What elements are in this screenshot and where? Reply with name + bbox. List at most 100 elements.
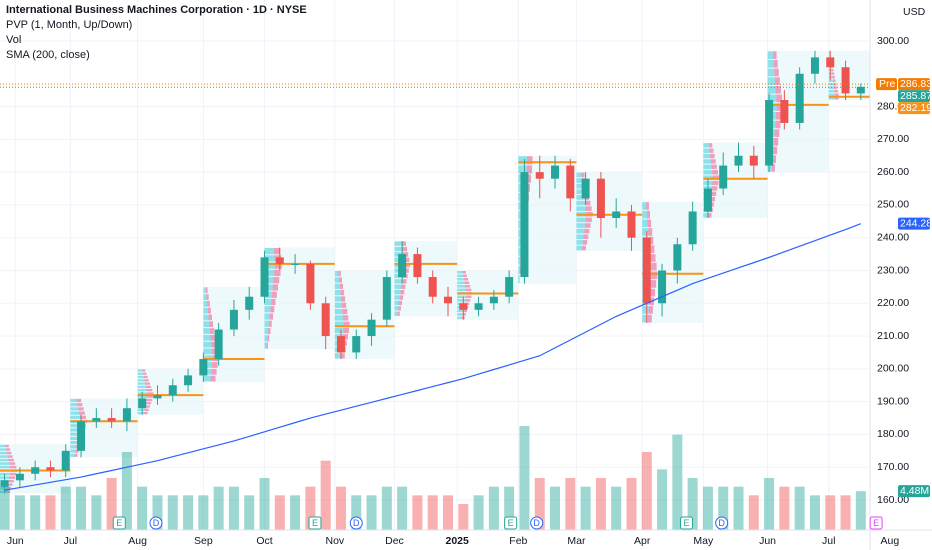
profile-row (143, 375, 148, 379)
profile-row (340, 353, 345, 359)
candle-body (77, 421, 86, 451)
profile-row (264, 298, 272, 306)
y-tick-label: 210.00 (877, 330, 909, 342)
profile-row (70, 432, 79, 436)
volume-bar (320, 460, 331, 530)
x-tick-label: 2025 (445, 535, 469, 547)
volume-bar (550, 486, 561, 530)
volume-bar (764, 478, 775, 530)
profile-row (525, 174, 532, 183)
y-tick-label: 220.00 (877, 297, 909, 309)
profile-row (582, 245, 586, 251)
profile-row (145, 382, 150, 385)
profile-row (211, 362, 218, 368)
profile-row (776, 103, 783, 111)
volume-bar (687, 478, 698, 530)
volume-bar (76, 486, 87, 530)
profile-row (834, 89, 838, 93)
profile-row (339, 277, 342, 283)
profile-row (9, 472, 17, 476)
profile-row (767, 51, 773, 59)
candle-body (443, 296, 452, 304)
profile-row (0, 465, 10, 469)
candle-body (734, 155, 743, 166)
profile-row (137, 408, 145, 411)
volume-bar (855, 491, 866, 530)
profile-row (767, 68, 775, 77)
event-label: D (153, 518, 160, 528)
x-tick-label: Aug (881, 535, 900, 547)
profile-row (206, 294, 209, 300)
profile-row (147, 395, 154, 398)
profile-row (518, 238, 522, 247)
volume-bar (519, 426, 530, 530)
profile-row (710, 196, 716, 202)
profile-row (269, 313, 274, 320)
profile-row (642, 314, 648, 323)
profile-row (211, 341, 217, 348)
x-tick-label: Jun (7, 535, 24, 547)
candle-body (658, 270, 667, 304)
volume-bar (657, 469, 668, 530)
profile-row (264, 248, 274, 255)
candle-body (551, 165, 560, 179)
x-tick-label: May (693, 535, 714, 547)
profile-row (518, 165, 527, 174)
candle-body (245, 296, 254, 310)
profile-row (399, 295, 404, 300)
profile-row (137, 385, 146, 389)
profile-row (264, 262, 275, 269)
profile-row (394, 246, 403, 252)
profile-row (518, 265, 520, 274)
profile-row (711, 191, 717, 196)
candle-body (107, 418, 116, 422)
profile-row (78, 407, 84, 411)
price-badge (898, 217, 930, 230)
profile-row (772, 155, 777, 163)
candle-body (612, 211, 621, 219)
candle-body (229, 309, 238, 330)
volume-bar (30, 495, 41, 530)
y-tick-label: 300.00 (877, 35, 909, 47)
profile-row (0, 444, 6, 448)
sma-line (4, 223, 862, 491)
profile-row (642, 219, 648, 228)
profile-row (210, 375, 216, 382)
volume-bar (442, 495, 453, 530)
profile-row (711, 186, 718, 191)
volume-bar (412, 495, 423, 530)
profile-row (710, 159, 716, 164)
profile-row (465, 285, 471, 288)
profile-row (709, 148, 714, 153)
volume-bar (397, 486, 408, 530)
volume-bar (611, 486, 622, 530)
price-badge (898, 90, 930, 103)
volume-bar (335, 486, 346, 530)
profile-row (264, 269, 275, 277)
price-label: 286.83 (900, 78, 932, 90)
profile-row (584, 223, 591, 228)
candle-body (719, 165, 728, 189)
candle-body (749, 155, 758, 166)
event-label: D (353, 518, 360, 528)
profile-row (145, 385, 152, 389)
profile-row (518, 256, 521, 265)
profile-row (203, 294, 207, 300)
event-badge (869, 516, 883, 530)
event-badge (530, 516, 544, 530)
price-tag-label: Pre (879, 78, 896, 90)
candle-body (15, 473, 24, 481)
profile-row (712, 170, 719, 175)
profile-row (142, 369, 146, 372)
profile-row (649, 245, 655, 254)
event-badge (349, 516, 363, 530)
profile-row (137, 382, 146, 385)
profile-row (0, 486, 7, 490)
profile-row (519, 274, 520, 284)
profile-row (457, 270, 463, 274)
volume-bar (565, 478, 576, 530)
indicator: PVP (1, Month, Up/Down) (6, 19, 132, 31)
y-tick-label: 200.00 (877, 363, 909, 375)
event-badge (149, 516, 163, 530)
profile-row (642, 210, 647, 219)
